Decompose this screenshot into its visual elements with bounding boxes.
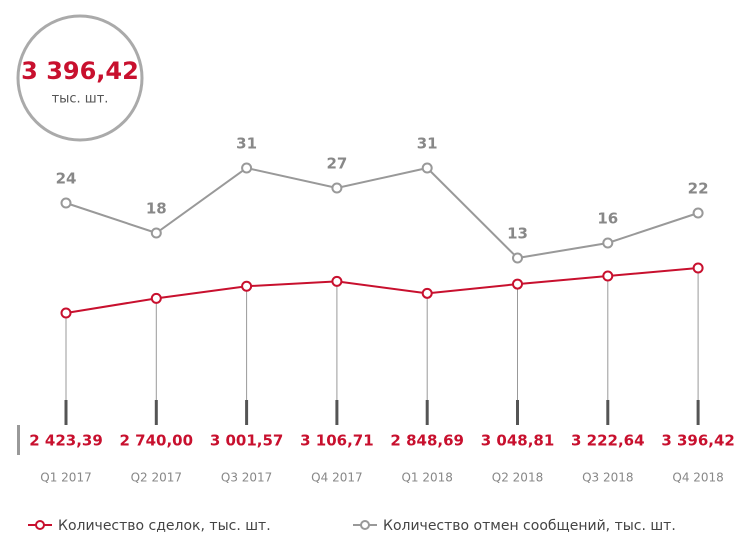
value-label: 3 048,81 bbox=[481, 432, 555, 450]
value-label: 3 222,64 bbox=[571, 432, 645, 450]
x-tick-label: Q1 2018 bbox=[401, 471, 452, 485]
x-tick-label: Q2 2017 bbox=[131, 471, 182, 485]
value-label: 31 bbox=[417, 135, 438, 153]
x-tick-label: Q3 2017 bbox=[221, 471, 272, 485]
x-tick-label: Q3 2018 bbox=[582, 471, 633, 485]
value-label: 2 423,39 bbox=[29, 432, 103, 450]
point bbox=[150, 292, 162, 304]
value-label: 2 740,00 bbox=[120, 432, 194, 450]
point bbox=[331, 275, 343, 287]
point bbox=[421, 162, 433, 174]
value-label: 3 106,71 bbox=[300, 432, 374, 450]
legend-marker bbox=[35, 520, 45, 530]
point bbox=[602, 270, 614, 282]
x-tick-label: Q4 2018 bbox=[672, 471, 723, 485]
point bbox=[331, 182, 343, 194]
point bbox=[241, 162, 253, 174]
x-tick-label: Q1 2017 bbox=[40, 471, 91, 485]
value-label: 27 bbox=[326, 155, 347, 173]
point bbox=[512, 252, 523, 264]
badge-unit: тыс. шт. bbox=[52, 92, 109, 107]
value-label: 2 848,69 bbox=[390, 432, 464, 450]
point bbox=[421, 287, 433, 299]
value-label: 31 bbox=[236, 135, 257, 153]
legend-marker bbox=[360, 520, 370, 530]
legend-label: Количество отмен сообщений, тыс. шт. bbox=[383, 518, 676, 534]
value-label: 3 001,57 bbox=[210, 432, 284, 450]
value-label: 22 bbox=[688, 180, 709, 198]
value-label: 16 bbox=[597, 210, 618, 228]
point bbox=[692, 207, 704, 219]
point bbox=[512, 278, 523, 290]
point bbox=[692, 262, 704, 274]
badge bbox=[16, 14, 144, 142]
point bbox=[60, 197, 72, 209]
point bbox=[241, 280, 253, 292]
value-label: 24 bbox=[56, 170, 77, 188]
point bbox=[150, 227, 162, 239]
point bbox=[60, 307, 72, 319]
x-tick-label: Q2 2018 bbox=[492, 471, 543, 485]
series-line bbox=[65, 166, 699, 260]
legend-label: Количество сделок, тыс. шт. bbox=[58, 518, 271, 534]
value-label: 13 bbox=[507, 225, 528, 243]
value-label: 3 396,42 bbox=[661, 432, 735, 450]
series-line bbox=[65, 267, 699, 314]
axis-bar bbox=[17, 425, 20, 455]
value-label: 18 bbox=[146, 200, 167, 218]
x-tick-label: Q4 2017 bbox=[311, 471, 362, 485]
point bbox=[602, 237, 614, 249]
badge-value: 3 396,42 bbox=[21, 57, 139, 85]
